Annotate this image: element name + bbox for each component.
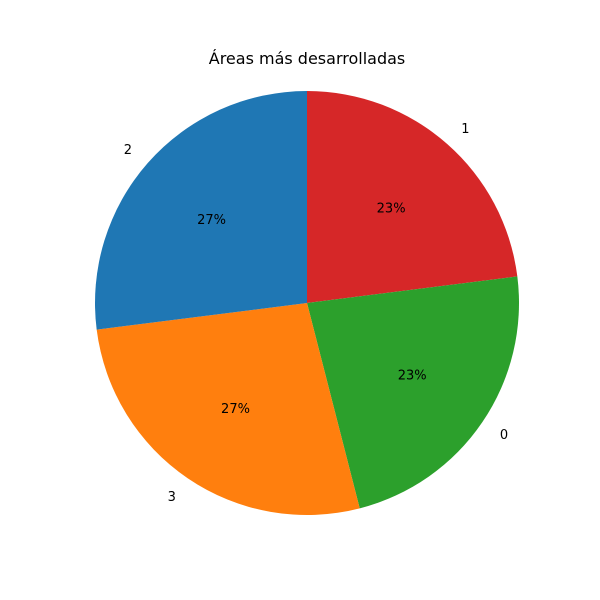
category-label-1: 1 (461, 122, 469, 137)
percent-label-0: 23% (398, 368, 427, 383)
category-label-2: 2 (124, 143, 132, 158)
percent-label-2: 27% (197, 213, 226, 228)
pie-slice-2 (94, 91, 307, 330)
category-label-3: 3 (168, 490, 176, 505)
pie-slice-3 (96, 303, 360, 515)
category-label-0: 0 (500, 428, 508, 443)
pie-slices (94, 91, 519, 515)
pie-slice-0 (307, 276, 519, 509)
percent-label-3: 27% (221, 402, 250, 417)
pie-labels: 1 23% 0 23% 3 27% 2 27% (124, 122, 508, 505)
percent-label-1: 23% (377, 202, 406, 217)
chart-title: Áreas más desarrolladas (209, 49, 406, 68)
pie-slice-1 (307, 91, 518, 303)
